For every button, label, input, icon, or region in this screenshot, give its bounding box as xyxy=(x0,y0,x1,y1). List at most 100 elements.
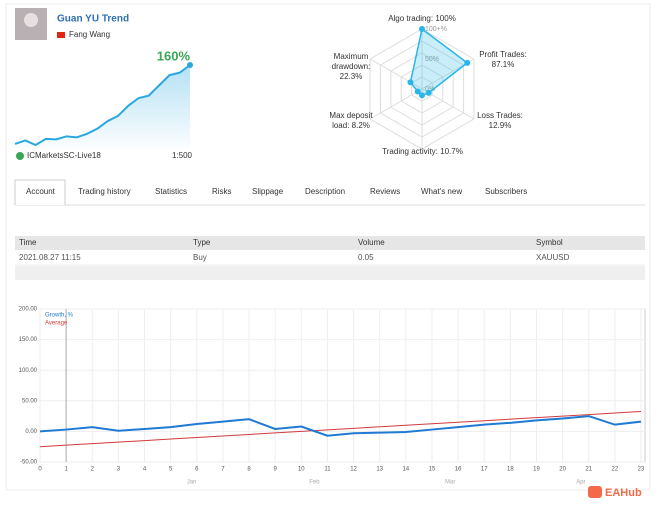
y-tick-label: 50.00 xyxy=(22,398,38,404)
tab[interactable]: Trading history xyxy=(78,187,131,196)
x-tick-label: 21 xyxy=(585,467,592,473)
column-header: Time xyxy=(19,238,37,247)
radar-label: Algo trading: 100% xyxy=(382,14,462,24)
x-tick-label: 4 xyxy=(143,467,147,473)
month-label: Jan xyxy=(187,480,197,486)
radar-label: Profit Trades: 87.1% xyxy=(468,50,538,70)
active-tab xyxy=(14,179,66,205)
x-tick-label: 2 xyxy=(91,467,95,473)
avatar-face xyxy=(24,13,38,27)
server: ICMarketsSC-Live18 xyxy=(27,151,101,160)
x-tick-label: 16 xyxy=(455,467,462,473)
x-tick-label: 13 xyxy=(376,467,383,473)
radar-value: 87.1% xyxy=(491,60,515,69)
x-tick-label: 14 xyxy=(402,467,409,473)
x-tick-label: 9 xyxy=(274,467,278,473)
verified-icon xyxy=(16,152,24,160)
author[interactable]: Fang Wang xyxy=(69,30,110,39)
column-header: Symbol xyxy=(536,238,563,247)
radar-label: Max deposit load: 8.2% xyxy=(322,111,380,131)
x-tick-label: 19 xyxy=(533,467,540,473)
flag xyxy=(57,32,65,38)
radar-category: Algo trading: xyxy=(388,14,434,23)
radar-category: Maximum drawdown: xyxy=(331,52,371,71)
x-tick-label: 20 xyxy=(559,467,566,473)
x-tick-label: 12 xyxy=(350,467,357,473)
radar-value: 100% xyxy=(435,14,456,23)
growth-line xyxy=(14,64,191,147)
tab[interactable]: Statistics xyxy=(155,187,188,196)
radar-tick-label: 0% xyxy=(425,86,435,93)
table-header-bg xyxy=(15,236,645,250)
radar-point xyxy=(414,88,421,95)
series-line xyxy=(39,411,642,448)
growth-label: 160% xyxy=(157,48,191,63)
radar-tick-label: 100+% xyxy=(425,26,447,33)
x-tick-label: 5 xyxy=(169,467,173,473)
y-tick-label: -50.00 xyxy=(20,460,38,466)
column-header: Type xyxy=(193,238,211,247)
radar-value: 8.2% xyxy=(351,121,370,130)
month-label: Mar xyxy=(445,480,455,486)
tab[interactable]: Slippage xyxy=(252,187,284,196)
table-footer-bg xyxy=(15,266,645,280)
x-tick-label: 3 xyxy=(117,467,121,473)
x-tick-label: 17 xyxy=(481,467,488,473)
signal-title[interactable]: Guan YU Trend xyxy=(57,14,129,25)
radar-category: Profit Trades: xyxy=(479,50,527,59)
x-tick-label: 8 xyxy=(247,467,251,473)
radar-tick-label: 50% xyxy=(425,56,439,63)
radar-label: Maximum drawdown: 22.3% xyxy=(322,52,380,82)
tab[interactable]: Subscribers xyxy=(485,187,528,196)
tab[interactable]: What's new xyxy=(421,187,463,196)
radar-point xyxy=(425,89,432,96)
radar-spoke xyxy=(369,88,423,120)
radar-category: Trading activity: xyxy=(382,147,438,156)
table-cell: 2021.08.27 11:15 xyxy=(19,253,81,262)
radar-label: Trading activity: 10.7% xyxy=(375,147,470,157)
plot-area xyxy=(39,308,646,463)
series-line xyxy=(39,415,642,437)
radar-point xyxy=(407,79,414,86)
x-tick-label: 22 xyxy=(612,467,619,473)
table-cell: Buy xyxy=(193,253,207,262)
tab[interactable]: Account xyxy=(26,187,55,196)
y-tick-label: 0.00 xyxy=(25,429,37,435)
watermark: EAHub xyxy=(605,487,642,499)
x-tick-label: 0 xyxy=(38,467,42,473)
growth-end-dot xyxy=(187,62,193,68)
radar-point xyxy=(419,26,425,32)
growth-area xyxy=(15,65,190,148)
month-label: Apr xyxy=(576,480,585,486)
x-tick-label: 7 xyxy=(221,467,225,473)
y-tick-label: 150.00 xyxy=(19,337,38,343)
legend-entry: Average xyxy=(45,321,68,327)
table-cell: 0.05 xyxy=(358,253,374,262)
radar-spoke xyxy=(369,58,423,90)
leverage: 1:500 xyxy=(172,151,193,160)
radar-category: Loss Trades: xyxy=(477,111,523,120)
radar-value: 22.3% xyxy=(339,72,363,81)
x-tick-label: 1 xyxy=(64,467,68,473)
radar-value: 12.9% xyxy=(488,121,512,130)
card xyxy=(5,3,651,491)
tab[interactable]: Description xyxy=(305,187,346,196)
tab[interactable]: Reviews xyxy=(370,187,401,196)
month-label: Feb xyxy=(309,480,320,486)
x-tick-label: 15 xyxy=(429,467,436,473)
tab[interactable]: Risks xyxy=(212,187,232,196)
y-tick-label: 200.00 xyxy=(19,307,38,313)
column-header: Volume xyxy=(358,238,385,247)
radar-point xyxy=(464,59,471,66)
x-tick-label: 10 xyxy=(298,467,305,473)
radar-point xyxy=(419,92,425,99)
x-tick-label: 11 xyxy=(324,467,331,473)
watermark-icon xyxy=(588,486,602,498)
radar-label: Loss Trades: 12.9% xyxy=(465,111,535,131)
legend-entry: Growth, % xyxy=(45,313,74,319)
radar-value: 10.7% xyxy=(440,147,463,156)
table-cell: XAUUSD xyxy=(536,253,570,262)
x-tick-label: 6 xyxy=(195,467,199,473)
